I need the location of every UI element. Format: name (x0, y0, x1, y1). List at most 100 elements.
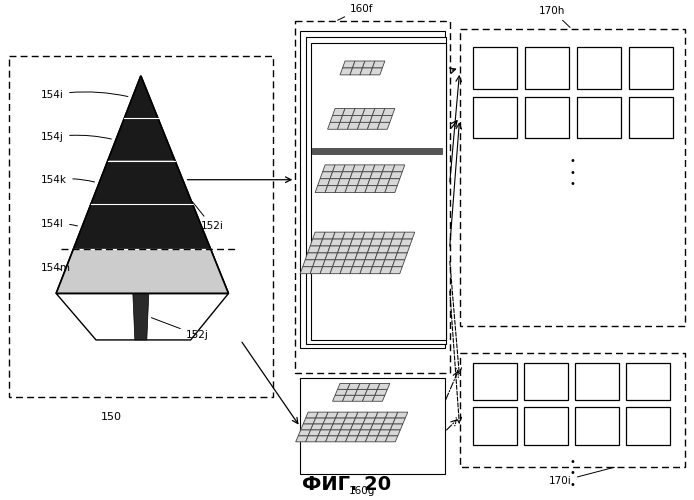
Polygon shape (378, 246, 390, 253)
Polygon shape (350, 68, 362, 75)
Text: 160g: 160g (349, 486, 375, 496)
Polygon shape (343, 165, 355, 172)
Text: 154m: 154m (41, 262, 71, 272)
Polygon shape (303, 418, 316, 424)
Polygon shape (360, 267, 373, 274)
Polygon shape (380, 116, 392, 122)
Polygon shape (348, 430, 360, 436)
Polygon shape (378, 122, 390, 130)
Polygon shape (305, 253, 318, 260)
Text: 170h: 170h (539, 6, 570, 28)
Polygon shape (362, 61, 375, 68)
Text: 160f: 160f (337, 4, 373, 20)
Polygon shape (340, 267, 353, 274)
Polygon shape (323, 260, 335, 267)
Polygon shape (375, 186, 387, 192)
Polygon shape (380, 267, 392, 274)
Polygon shape (575, 362, 619, 401)
Polygon shape (335, 253, 348, 260)
Polygon shape (330, 267, 343, 274)
Polygon shape (390, 424, 403, 430)
Polygon shape (395, 253, 407, 260)
Polygon shape (392, 232, 405, 239)
Polygon shape (338, 430, 350, 436)
Polygon shape (343, 232, 355, 239)
Text: 152i: 152i (192, 202, 223, 231)
Polygon shape (335, 412, 348, 418)
Polygon shape (353, 232, 365, 239)
Polygon shape (373, 396, 385, 402)
Polygon shape (375, 436, 388, 442)
Polygon shape (332, 165, 345, 172)
Polygon shape (325, 412, 338, 418)
Polygon shape (335, 436, 348, 442)
Text: 154k: 154k (41, 174, 94, 184)
Polygon shape (393, 418, 405, 424)
Polygon shape (626, 362, 670, 401)
Text: •
•
•: • • • (569, 156, 575, 189)
Polygon shape (390, 239, 403, 246)
Polygon shape (360, 68, 373, 75)
Polygon shape (343, 61, 355, 68)
Polygon shape (312, 232, 325, 239)
Polygon shape (296, 436, 308, 442)
Polygon shape (305, 436, 318, 442)
Polygon shape (577, 47, 621, 88)
Polygon shape (348, 122, 360, 130)
Polygon shape (355, 436, 368, 442)
Polygon shape (337, 122, 350, 130)
Text: •
•
•: • • • (569, 456, 575, 490)
Polygon shape (330, 172, 343, 178)
Polygon shape (378, 430, 390, 436)
Polygon shape (337, 384, 350, 390)
Polygon shape (367, 384, 380, 390)
Polygon shape (335, 186, 348, 192)
Polygon shape (337, 246, 350, 253)
Polygon shape (310, 267, 323, 274)
Polygon shape (365, 253, 378, 260)
Polygon shape (390, 172, 403, 178)
Polygon shape (524, 407, 568, 445)
Text: ФИГ. 20: ФИГ. 20 (303, 475, 391, 494)
Polygon shape (328, 246, 340, 253)
Polygon shape (343, 396, 355, 402)
Polygon shape (323, 418, 335, 424)
Polygon shape (370, 68, 382, 75)
Polygon shape (353, 260, 365, 267)
Polygon shape (382, 165, 395, 172)
Polygon shape (365, 390, 378, 396)
Polygon shape (346, 436, 358, 442)
Polygon shape (332, 260, 345, 267)
Polygon shape (575, 407, 619, 445)
Polygon shape (373, 418, 385, 424)
Polygon shape (124, 76, 158, 118)
Polygon shape (340, 68, 353, 75)
Polygon shape (341, 424, 353, 430)
Polygon shape (388, 430, 400, 436)
Polygon shape (328, 122, 340, 130)
Polygon shape (348, 384, 360, 390)
Polygon shape (330, 424, 343, 430)
Polygon shape (362, 232, 375, 239)
Polygon shape (366, 436, 378, 442)
Polygon shape (362, 396, 375, 402)
Polygon shape (323, 165, 335, 172)
Polygon shape (340, 239, 353, 246)
Polygon shape (362, 260, 375, 267)
Polygon shape (303, 260, 315, 267)
Polygon shape (362, 108, 375, 116)
Polygon shape (312, 260, 325, 267)
Polygon shape (371, 424, 383, 430)
Polygon shape (330, 116, 343, 122)
Polygon shape (332, 108, 345, 116)
Polygon shape (343, 260, 355, 267)
Polygon shape (373, 61, 385, 68)
Polygon shape (56, 249, 228, 294)
Polygon shape (380, 172, 392, 178)
Polygon shape (360, 424, 373, 430)
Polygon shape (320, 267, 332, 274)
Polygon shape (400, 239, 412, 246)
Polygon shape (311, 43, 446, 340)
Polygon shape (380, 424, 393, 430)
Polygon shape (321, 424, 333, 430)
